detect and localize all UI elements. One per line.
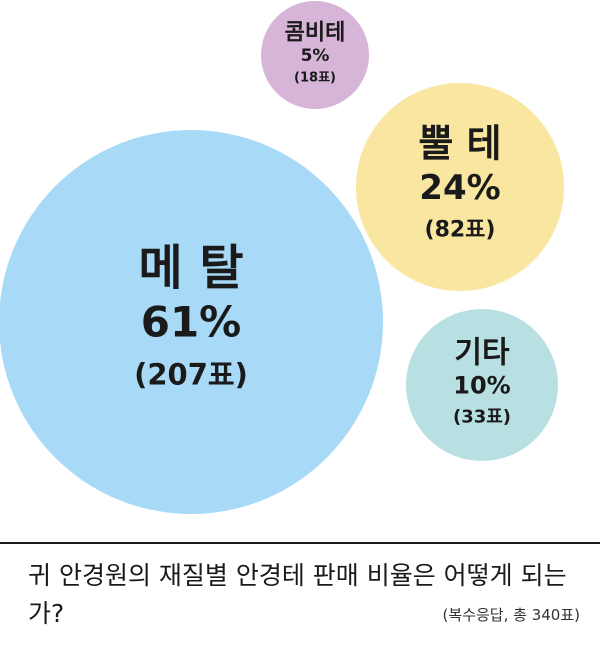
bubble-percent-label: 10% xyxy=(453,371,510,399)
bubble-circle xyxy=(406,309,558,461)
chart-note: (복수응답, 총 340표) xyxy=(442,606,580,624)
bubble-name-label: 뿔 테 xyxy=(418,121,501,165)
bubble-votes-label: (18표) xyxy=(294,70,336,85)
bubble-percent-label: 24% xyxy=(419,168,500,208)
bubble-name-label: 기타 xyxy=(454,336,510,371)
bubble-votes-label: (33표) xyxy=(453,407,511,428)
bubble-1: 메 탈61% (207표) xyxy=(0,130,383,514)
bubble-circle xyxy=(0,130,383,514)
bubble-name-label: 메 탈 xyxy=(138,240,243,296)
bubble-votes-label: (82표) xyxy=(425,218,496,243)
bubble-circle xyxy=(261,1,369,109)
bubble-2: 뿔 테24% (82표) xyxy=(356,83,564,291)
bubble-circle xyxy=(356,83,564,291)
chart-title: 귀 안경원의 재질별 안경테 판매 비율은 어떻게 되는가? xyxy=(28,561,567,628)
bubble-percent-label: 61% xyxy=(141,298,242,347)
bubble-name-label: 콤비테 xyxy=(285,21,346,46)
bubble-votes-label: (207표) xyxy=(134,357,248,391)
bubble-percent-label: 5% xyxy=(301,46,330,66)
divider-line xyxy=(0,542,600,544)
